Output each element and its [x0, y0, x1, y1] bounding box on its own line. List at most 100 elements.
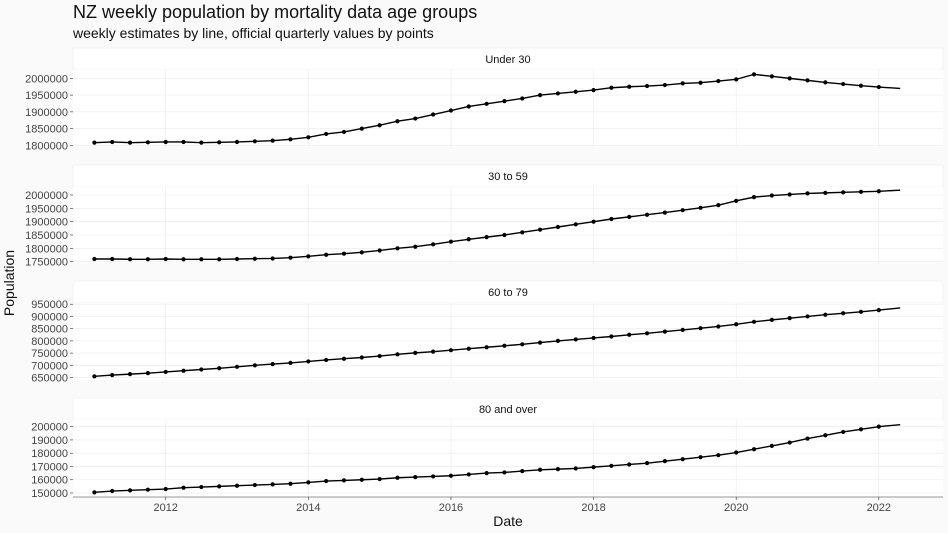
quarterly-point [769, 74, 774, 79]
quarterly-point [841, 81, 846, 87]
quarterly-point [431, 349, 436, 354]
quarterly-point [127, 372, 133, 377]
quarterly-point [502, 470, 507, 475]
quarterly-point [306, 254, 311, 259]
quarterly-point [448, 473, 454, 478]
quarterly-point [823, 80, 828, 85]
quarterly-point [163, 369, 168, 375]
quarterly-point [573, 337, 578, 342]
quarterly-point [502, 343, 507, 348]
quarterly-point [823, 312, 828, 317]
weekly-estimate-line [94, 307, 901, 378]
quarterly-point [181, 368, 186, 373]
y-tick-label: 180000 [31, 448, 68, 460]
quarterly-point [359, 477, 364, 482]
quarterly-point [858, 427, 864, 432]
quarterly-point [769, 443, 774, 448]
quarterly-point [662, 210, 667, 215]
quarterly-point [110, 256, 115, 262]
chart-subtitle: weekly estimates by line, official quart… [72, 25, 434, 41]
quarterly-point [627, 332, 632, 337]
quarterly-point [306, 480, 311, 485]
quarterly-point [413, 474, 418, 480]
y-tick-label: 160000 [31, 475, 68, 487]
quarterly-point [145, 140, 150, 145]
quarterly-point [858, 83, 864, 88]
quarterly-point [716, 78, 721, 84]
quarterly-point [324, 478, 329, 484]
quarterly-point [876, 189, 881, 194]
quarterly-point [448, 108, 454, 113]
quarterly-point [841, 311, 846, 316]
quarterly-point [252, 139, 257, 144]
x-tick-label: 2016 [439, 502, 463, 514]
facet-strip-label: 30 to 59 [488, 171, 528, 183]
quarterly-point [199, 140, 204, 145]
quarterly-point [787, 192, 792, 197]
quarterly-point [484, 345, 489, 350]
quarterly-point [181, 139, 186, 145]
quarterly-point [734, 322, 739, 327]
quarterly-point [324, 357, 329, 363]
quarterly-point [395, 475, 400, 480]
y-tick-label: 2000000 [25, 190, 68, 202]
quarterly-point [644, 83, 650, 89]
quarterly-point [841, 429, 846, 435]
facet-strip-label: 80 and over [479, 404, 537, 416]
quarterly-point [698, 205, 703, 210]
quarterly-point [573, 89, 578, 94]
quarterly-point [217, 366, 222, 371]
quarterly-point [698, 455, 703, 460]
quarterly-point [627, 214, 632, 219]
quarterly-point [609, 216, 614, 222]
quarterly-point [217, 257, 222, 262]
quarterly-point [716, 453, 721, 458]
quarterly-point [377, 476, 382, 482]
weekly-estimate-line [94, 73, 901, 144]
quarterly-point [805, 314, 810, 319]
quarterly-point [234, 364, 240, 369]
quarterly-point [431, 112, 436, 117]
quarterly-point [217, 484, 222, 489]
quarterly-point [431, 474, 436, 479]
quarterly-point [127, 140, 133, 145]
quarterly-point [466, 346, 471, 351]
quarterly-point [537, 93, 543, 98]
quarterly-point [92, 374, 97, 379]
quarterly-point [484, 471, 489, 476]
chart-title: NZ weekly population by mortality data a… [73, 2, 477, 22]
quarterly-point [698, 326, 703, 331]
y-tick-label: 950000 [31, 299, 68, 311]
weekly-estimate-line [94, 189, 901, 260]
quarterly-point [555, 91, 561, 96]
quarterly-point [181, 257, 186, 262]
quarterly-point [787, 316, 792, 321]
quarterly-point [787, 76, 792, 81]
quarterly-point [537, 227, 543, 232]
quarterly-point [876, 307, 881, 313]
quarterly-point [377, 123, 382, 128]
quarterly-point [751, 72, 757, 77]
quarterly-point [751, 195, 757, 200]
plot-panel [73, 187, 943, 263]
quarterly-point [110, 488, 115, 494]
quarterly-point [413, 116, 418, 121]
y-tick-label: 700000 [31, 360, 68, 372]
quarterly-point [466, 472, 471, 477]
quarterly-point [609, 334, 614, 339]
y-tick-label: 1750000 [25, 257, 68, 269]
quarterly-point [805, 191, 810, 196]
quarterly-point [520, 230, 525, 235]
quarterly-point [644, 461, 650, 466]
quarterly-point [734, 450, 739, 455]
quarterly-point [591, 219, 596, 224]
y-tick-label: 170000 [31, 461, 68, 473]
quarterly-point [163, 139, 168, 145]
quarterly-point [127, 257, 133, 262]
quarterly-point [751, 319, 757, 324]
quarterly-point [466, 237, 471, 242]
quarterly-point [858, 309, 864, 314]
quarterly-point [92, 256, 97, 262]
y-tick-label: 1850000 [25, 124, 68, 136]
quarterly-point [217, 140, 222, 145]
